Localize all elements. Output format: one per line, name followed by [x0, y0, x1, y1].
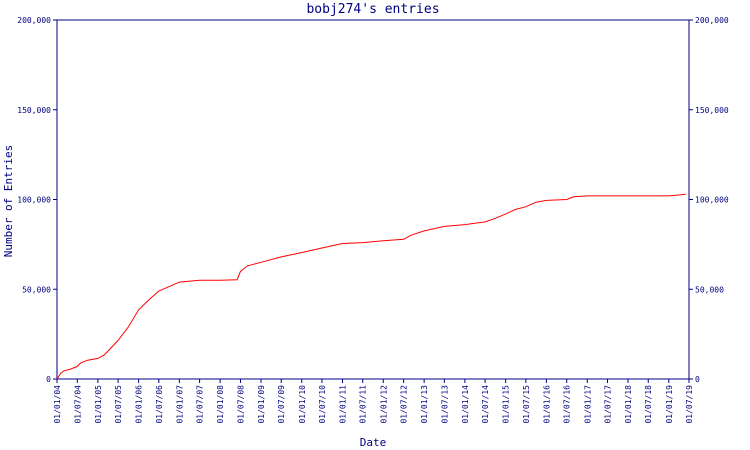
y-tick-label-left: 0 [46, 375, 51, 384]
x-tick-label: 01/07/13 [440, 385, 449, 424]
y-tick-label-left: 150,000 [17, 106, 51, 115]
x-tick-label: 01/07/04 [73, 385, 82, 424]
x-tick-label: 01/01/09 [257, 385, 266, 424]
x-tick-label: 01/07/10 [318, 385, 327, 424]
x-tick-label: 01/07/16 [563, 385, 572, 424]
y-axis-title: Number of Entries [2, 145, 15, 258]
x-tick-label: 01/07/17 [603, 385, 612, 424]
y-tick-label-left: 50,000 [22, 285, 51, 294]
y-tick-label-right: 0 [695, 375, 700, 384]
y-tick-label-left: 100,000 [17, 196, 51, 205]
x-tick-label: 01/01/08 [216, 385, 225, 424]
x-tick-label: 01/07/14 [481, 385, 490, 424]
y-tick-label-right: 100,000 [695, 196, 729, 205]
x-tick-label: 01/07/18 [644, 385, 653, 424]
plot-area [56, 19, 690, 380]
x-tick-label: 01/07/09 [277, 385, 286, 424]
x-tick-label: 01/01/04 [53, 385, 62, 424]
x-tick-label: 01/07/19 [685, 385, 694, 424]
y-tick-label-left: 200,000 [17, 16, 51, 25]
series-line [56, 193, 686, 380]
x-tick-label: 01/01/13 [420, 385, 429, 424]
y-tick-label-right: 150,000 [695, 106, 729, 115]
chart-title: bobj274's entries [306, 2, 439, 17]
x-tick-label: 01/07/05 [114, 385, 123, 424]
x-axis-title: Date [360, 436, 387, 449]
x-tick-label: 01/01/15 [502, 385, 511, 424]
x-tick-label: 01/07/06 [155, 385, 164, 424]
x-tick-label: 01/01/07 [175, 385, 184, 424]
x-tick-label: 01/01/14 [461, 385, 470, 424]
x-tick-label: 01/01/10 [298, 385, 307, 424]
x-tick-label: 01/07/12 [400, 385, 409, 424]
x-tick-label: 01/07/08 [236, 385, 245, 424]
y-tick-label-right: 200,000 [695, 16, 729, 25]
x-tick-label: 01/01/11 [339, 385, 348, 424]
x-tick-label: 01/01/05 [94, 385, 103, 424]
x-tick-label: 01/01/16 [542, 385, 551, 424]
x-tick-label: 01/07/07 [196, 385, 205, 424]
y-tick-label-right: 50,000 [695, 285, 724, 294]
x-tick-label: 01/07/11 [359, 385, 368, 424]
x-tick-label: 01/01/18 [624, 385, 633, 424]
x-tick-label: 01/01/12 [379, 385, 388, 424]
x-tick-label: 01/01/17 [583, 385, 592, 424]
x-tick-label: 01/01/19 [665, 385, 674, 424]
x-tick-label: 01/07/15 [522, 385, 531, 424]
x-tick-label: 01/01/06 [135, 385, 144, 424]
